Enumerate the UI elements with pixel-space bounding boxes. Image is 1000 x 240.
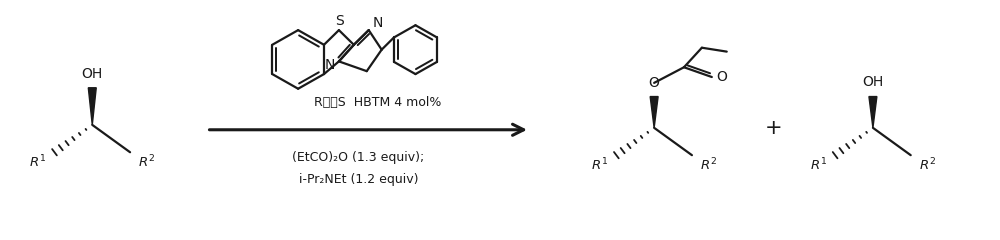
Text: OH: OH [82,67,103,81]
Text: $R^1$: $R^1$ [591,157,608,173]
Text: +: + [765,118,782,138]
Text: S: S [336,14,344,28]
Text: $R^1$: $R^1$ [29,154,46,170]
Polygon shape [869,96,877,128]
Text: (EtCO)₂O (1.3 equiv);: (EtCO)₂O (1.3 equiv); [292,151,424,164]
Text: O: O [716,70,727,84]
Text: $R^2$: $R^2$ [700,157,717,173]
Text: O: O [649,76,660,90]
Text: OH: OH [862,75,884,89]
Polygon shape [88,88,96,125]
Polygon shape [650,96,658,128]
Text: R或者S  HBTM 4 mol%: R或者S HBTM 4 mol% [314,96,442,109]
Text: N: N [372,16,383,30]
Text: i-Pr₂NEt (1.2 equiv): i-Pr₂NEt (1.2 equiv) [299,173,418,186]
Text: $R^2$: $R^2$ [138,154,155,170]
Text: $R^1$: $R^1$ [810,157,827,173]
Text: N: N [325,58,335,72]
Text: $R^2$: $R^2$ [919,157,936,173]
